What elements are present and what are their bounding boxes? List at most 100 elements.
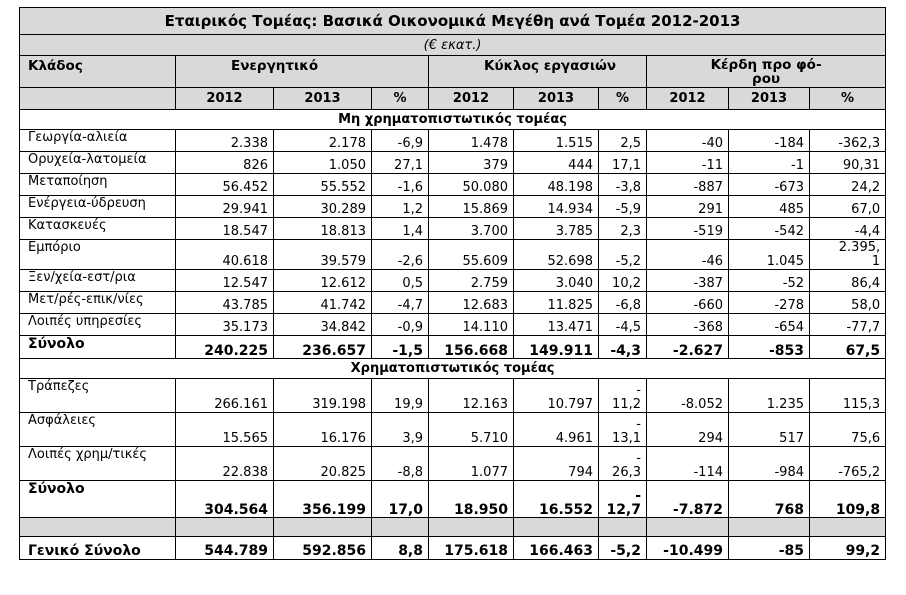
table-row: Γεωργία-αλιεία 2.338 2.178 -6,9 1.478 1.515 2,…	[19, 129, 887, 152]
table-row: Λοιπές υπηρεσίες 35.173 34.842 -0,9 14.110 13…	[19, 313, 887, 336]
value-cell: 29.941	[175, 195, 274, 218]
value-cell: -8,8	[371, 446, 429, 481]
value-cell: 13.471	[513, 313, 599, 336]
value-cell: -4,4	[808, 217, 887, 240]
year-header: 2012	[428, 87, 514, 110]
value-cell: -660	[646, 291, 729, 314]
value-cell: -5,2	[598, 239, 647, 270]
value-cell: 55.609	[428, 239, 514, 270]
value-cell: 39.579	[273, 239, 372, 270]
value-cell: -52	[728, 269, 810, 292]
value-cell: 175.618	[428, 536, 514, 560]
value-cell: 1.478	[428, 129, 514, 152]
table-row: Λοιπές χρημ/τικές 22.838 20.825 -8,8 1.077 79…	[19, 446, 887, 481]
table-row: Σύνολο 240.225 236.657 -1,5 156.668 149.911 -4…	[19, 335, 887, 359]
value-cell: 1.077	[428, 446, 514, 481]
value-cell: 20.825	[273, 446, 372, 481]
table-row: Ενέργεια-ύδρευση 29.941 30.289 1,2 15.869 14.…	[19, 195, 887, 218]
value-cell: 826	[175, 151, 274, 174]
value-cell: -887	[646, 173, 729, 196]
value-cell: 2,3	[598, 217, 647, 240]
value-cell: 2.338	[175, 129, 274, 152]
value-cell: -3,8	[598, 173, 647, 196]
financial-table: Εταιρικός Τομέας: Βασικά Οικονομικά Μεγέ…	[18, 7, 887, 560]
value-cell: 90,31	[808, 151, 887, 174]
value-cell: 1.515	[513, 129, 599, 152]
value-cell: 27,1	[371, 151, 429, 174]
value-cell: 444	[513, 151, 599, 174]
value-cell: -542	[728, 217, 810, 240]
value-cell: 166.463	[513, 536, 599, 560]
year-header-empty	[19, 87, 176, 110]
row-label: Μεταποίηση	[19, 173, 176, 196]
value-cell: 50.080	[428, 173, 514, 196]
value-cell: -362,3	[808, 129, 887, 152]
value-cell: 304.564	[175, 480, 274, 518]
year-header: 2012	[175, 87, 274, 110]
value-cell: -4,3	[598, 335, 647, 359]
spacer-cell	[646, 517, 729, 537]
row-label: Σύνολο	[19, 335, 176, 359]
spacer-cell	[273, 517, 372, 537]
spacer-cell	[19, 517, 176, 537]
value-cell: 10,2	[598, 269, 647, 292]
value-cell: -10.499	[646, 536, 729, 560]
year-header: 2012	[646, 87, 729, 110]
value-cell: 12.547	[175, 269, 274, 292]
value-cell: 5.710	[428, 412, 514, 447]
value-cell: 18.813	[273, 217, 372, 240]
row-label: Εμπόριο	[19, 239, 176, 270]
value-cell: 34.842	[273, 313, 372, 336]
value-cell: 3.785	[513, 217, 599, 240]
value-cell: 379	[428, 151, 514, 174]
value-cell: 149.911	[513, 335, 599, 359]
row-label: Ενέργεια-ύδρευση	[19, 195, 176, 218]
spacer-cell	[808, 517, 887, 537]
value-cell: 30.289	[273, 195, 372, 218]
value-cell: 0,5	[371, 269, 429, 292]
spacer-cell	[428, 517, 514, 537]
unit-label: (€ εκατ.)	[18, 34, 887, 56]
value-cell: 12.683	[428, 291, 514, 314]
value-cell: -853	[728, 335, 810, 359]
row-label: Ασφάλειες	[19, 412, 176, 447]
value-cell: 35.173	[175, 313, 274, 336]
value-cell: 56.452	[175, 173, 274, 196]
table-row: Μετ/ρές-επικ/νίες 43.785 41.742 -4,7 12.683 1…	[19, 291, 887, 314]
spacer-cell	[513, 517, 599, 537]
header-profits: Κέρδη προ φό- ρου	[645, 55, 887, 88]
value-cell: -984	[728, 446, 810, 481]
value-cell: 1.050	[273, 151, 372, 174]
value-cell: -4,7	[371, 291, 429, 314]
value-cell: 266.161	[175, 378, 274, 413]
value-cell: -11	[646, 151, 729, 174]
value-cell: -7.872	[646, 480, 729, 518]
value-cell: 3.040	[513, 269, 599, 292]
value-cell: -4,5	[598, 313, 647, 336]
value-cell: -46	[646, 239, 729, 270]
value-cell: 43.785	[175, 291, 274, 314]
value-cell: 294	[646, 412, 729, 447]
value-cell: 236.657	[273, 335, 372, 359]
value-cell: 11.825	[513, 291, 599, 314]
value-cell: -1,6	[371, 173, 429, 196]
value-cell: 12.163	[428, 378, 514, 413]
value-cell: 24,2	[808, 173, 887, 196]
value-cell: -278	[728, 291, 810, 314]
value-cell: - 11,2	[598, 378, 647, 413]
table-row: Ασφάλειες 15.565 16.176 3,9 5.710 4.961- 13,1…	[19, 412, 887, 447]
value-cell: -654	[728, 313, 810, 336]
year-header: 2013	[513, 87, 599, 110]
year-header: %	[808, 87, 887, 110]
value-cell: -2.627	[646, 335, 729, 359]
row-label: Γεωργία-αλιεία	[19, 129, 176, 152]
section-row: Μη χρηματοπιστωτικός τομέας	[18, 109, 887, 130]
value-cell: -114	[646, 446, 729, 481]
value-cell: 48.198	[513, 173, 599, 196]
value-cell: 19,9	[371, 378, 429, 413]
value-cell: 1,2	[371, 195, 429, 218]
value-cell: 14.934	[513, 195, 599, 218]
value-cell: 75,6	[808, 412, 887, 447]
header-assets: Ενεργητικό	[175, 55, 429, 88]
value-cell: 86,4	[808, 269, 887, 292]
